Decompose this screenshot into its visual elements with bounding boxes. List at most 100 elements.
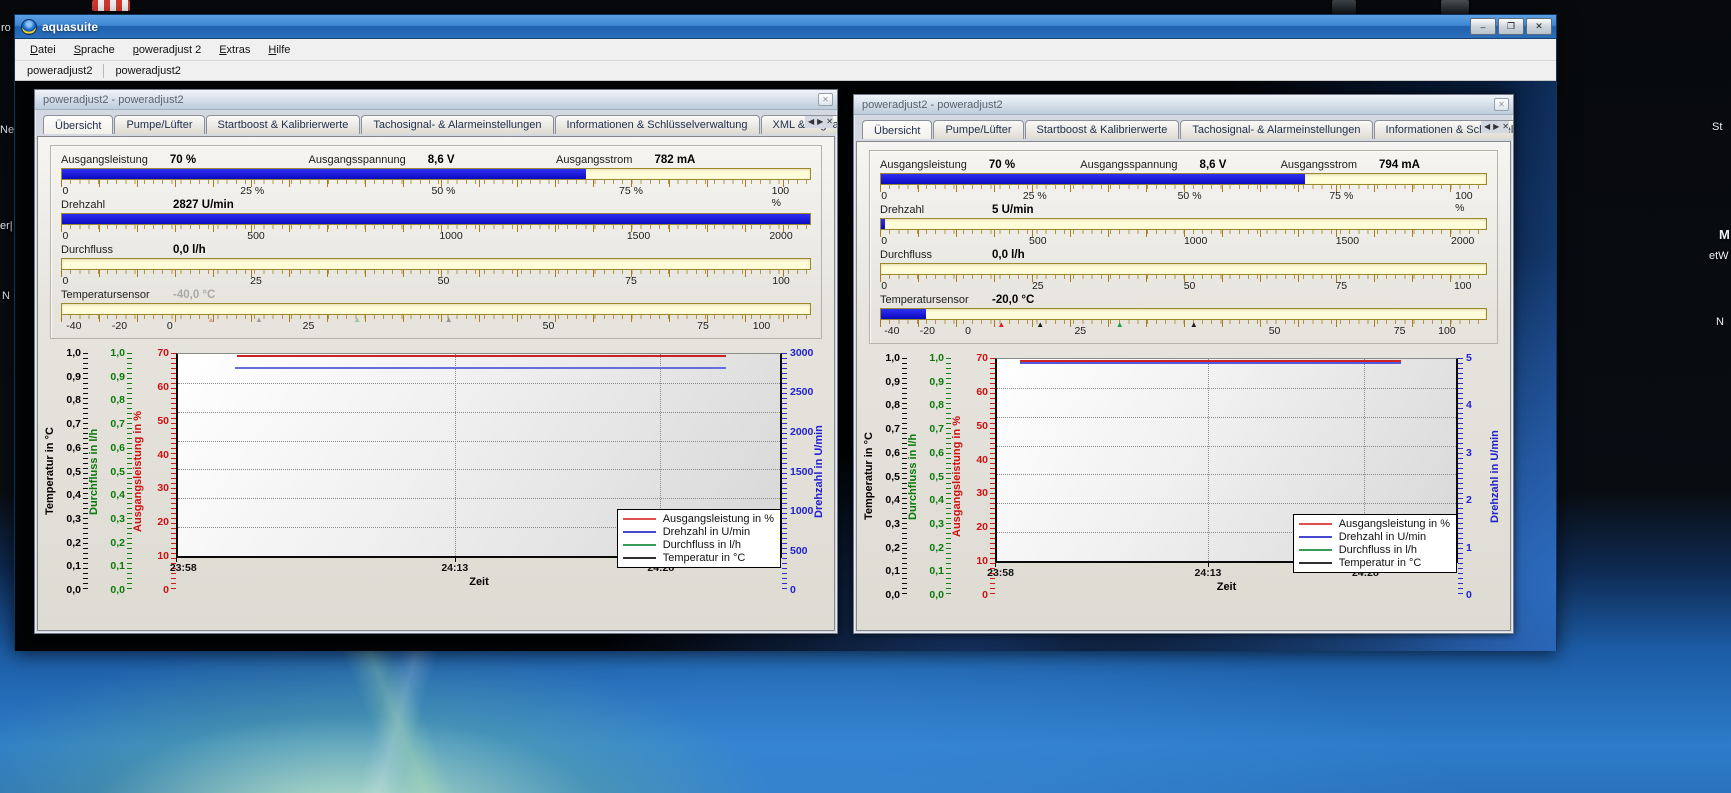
series-line-ausgangsleistung-in	[1019, 360, 1401, 362]
gauge-bar	[880, 218, 1487, 230]
tab-pumpe-lüfter[interactable]: Pumpe/Lüfter	[933, 120, 1024, 139]
child-close-button[interactable]: ✕	[1494, 98, 1509, 111]
gridline-horizontal	[178, 440, 780, 442]
desktop-icon[interactable]	[1441, 0, 1469, 14]
gauge-value: 0,0 l/h	[992, 248, 1025, 261]
gridline-horizontal	[997, 503, 1456, 505]
child-window-poweradjust2-0: poweradjust2 - poweradjust2 ✕ Übersicht Pum…	[34, 89, 838, 634]
gauge-scale: 0 500 1000 1500 2000	[61, 225, 811, 242]
gauge-scale-label: 0	[881, 280, 888, 292]
tab-tachosignal-alarmeinstellungen[interactable]: Tachosignal- & Alarmeinstellungen	[361, 115, 554, 134]
gauge-scale-label: 100 %	[1455, 190, 1473, 214]
gauge-bar	[880, 308, 1487, 320]
chart-axis-drehzahl-in-u-min: 3000 2500 2000 1500 1000 500 0 Drehzahl in U/mi…	[782, 347, 826, 596]
axis-tick-label: 1	[1466, 541, 1472, 554]
gauge-pair-ausgangsspannung: Ausgangsspannung 8,6 V	[309, 154, 557, 166]
gauge-scale-label: 75	[697, 320, 709, 332]
gauge-value: 794 mA	[1379, 158, 1420, 171]
chart-plot-area-wrap: Ausgangsleistung in % Drehzahl in U/min Du…	[987, 358, 1458, 595]
gauge-scale-label: 500	[247, 230, 265, 242]
chart-plot-area: Ausgangsleistung in % Drehzahl in U/min Du…	[995, 358, 1458, 573]
legend-label: Ausgangsleistung in %	[1338, 517, 1450, 530]
menu-item-hilfe[interactable]: Hilfe	[268, 43, 291, 56]
gauge-scale-label: 50	[542, 320, 555, 332]
gauge-label: Ausgangsleistung	[61, 153, 148, 166]
gauge-scale-label: 0	[881, 190, 888, 202]
tab-close-icon[interactable]: ✕	[1502, 122, 1509, 131]
axis-tick-marks	[1458, 358, 1463, 595]
axis-tick-marks	[946, 358, 951, 595]
axis-tick-label: 0,8	[66, 394, 81, 407]
axis-tick-label: 0,6	[885, 446, 900, 459]
minimize-button[interactable]: –	[1470, 18, 1496, 35]
gauge-bar	[61, 168, 811, 180]
axis-tick-label: 0,2	[885, 541, 900, 554]
axis-title: Durchfluss in l/h	[907, 433, 919, 520]
axis-tick-labels: 1,0 0,9 0,8 0,7 0,6 0,5 0,4 0,3 0,2 0,1 0,0	[57, 347, 83, 596]
child-close-button[interactable]: ✕	[818, 93, 833, 106]
gauge-scale-label: 1000	[1183, 235, 1208, 247]
tab-scroll-left-icon[interactable]: ◀	[1483, 122, 1491, 131]
axis-tick-label: 0,7	[110, 418, 125, 431]
menu-item-datei[interactable]: Datei	[30, 43, 56, 56]
gauge-value: 0,0 l/h	[173, 243, 206, 256]
chart-legend: Ausgangsleistung in % Drehzahl in U/min Du…	[1292, 514, 1457, 573]
tab-scroll-right-icon[interactable]: ▶	[1493, 122, 1500, 131]
child-window-title: poweradjust2 - poweradjust2	[862, 98, 1003, 111]
axis-tick-marks	[902, 358, 907, 595]
child-titlebar[interactable]: poweradjust2 - poweradjust2 ✕	[35, 90, 837, 110]
menu-item-sprache[interactable]: Sprache	[73, 43, 115, 56]
gauge-value: 8,6 V	[1199, 158, 1227, 171]
axis-tick-label: 30	[976, 487, 988, 500]
gauge-value: 70 %	[169, 153, 197, 166]
child-titlebar[interactable]: poweradjust2 - poweradjust2 ✕	[854, 95, 1513, 115]
axis-tick-label: 0,9	[66, 370, 81, 383]
gauge-scale-label: 25	[1074, 325, 1087, 337]
toolbar-item-poweradjust2-0[interactable]: poweradjust2	[27, 64, 93, 77]
tab-übersicht[interactable]: Übersicht	[862, 120, 933, 139]
tab-scroll-left-icon[interactable]: ◀	[807, 117, 815, 126]
axis-tick-label: 0,3	[885, 517, 900, 530]
axis-tick-label: 1,0	[110, 347, 125, 359]
tab-pumpe-lüfter[interactable]: Pumpe/Lüfter	[114, 115, 205, 134]
gauge-value: 2827 U/min	[173, 198, 234, 211]
axis-tick-label: 70	[157, 347, 169, 359]
tab-scroll-right-icon[interactable]: ▶	[817, 117, 824, 126]
toolbar-item-poweradjust2-1[interactable]: poweradjust2	[115, 64, 181, 77]
axis-tick-label: 0,2	[110, 536, 125, 549]
tab-page-uebersicht: Ausgangsleistung 70 % Ausgangsspannung 8,6 …	[37, 136, 835, 631]
tab-close-icon[interactable]: ✕	[826, 117, 833, 126]
tab-informationen-schlüsselverwaltung[interactable]: Informationen & Schlüsselverwaltung	[1373, 120, 1513, 139]
tab-tachosignal-alarmeinstellungen[interactable]: Tachosignal- & Alarmeinstellungen	[1180, 120, 1373, 139]
x-axis-tick-label: 23:58	[987, 567, 1014, 579]
menu-item-extras[interactable]: Extras	[219, 43, 251, 56]
axis-title: Temperatur in °C	[44, 427, 56, 516]
tab-informationen-schlüsselverwaltung[interactable]: Informationen & Schlüsselverwaltung	[554, 115, 760, 134]
legend-label: Drehzahl in U/min	[662, 525, 751, 538]
gridline-vertical	[1208, 359, 1210, 561]
chart-legend: Ausgangsleistung in % Drehzahl in U/min Du…	[616, 509, 781, 568]
axis-tick-label: 2	[1466, 494, 1472, 507]
chart-axis-drehzahl-in-u-min: 5 4 3 2 1 0 Drehzahl in U/min	[1458, 352, 1502, 601]
desktop-icon[interactable]	[1332, 0, 1356, 14]
axis-tick-marks	[990, 358, 995, 595]
gauge-pair-ausgangsstrom: Ausgangsstrom 782 mA	[556, 154, 804, 166]
axis-tick-marks	[782, 353, 787, 590]
tab-startboost-kalibrierwerte[interactable]: Startboost & Kalibrierwerte	[205, 115, 361, 134]
axis-tick-label: 0,9	[110, 370, 125, 383]
app-titlebar[interactable]: aquasuite – ❐ ✕	[15, 15, 1556, 39]
maximize-button[interactable]: ❐	[1498, 18, 1524, 35]
chart-axis-temperatur-in-c: Temperatur in °C 1,0 0,9 0,8 0,7 0,6 0,5 0,4 0,3…	[44, 347, 88, 596]
gauge-scale: 0 25 50 75 100	[880, 275, 1487, 292]
tab-startboost-kalibrierwerte[interactable]: Startboost & Kalibrierwerte	[1024, 120, 1180, 139]
close-button[interactable]: ✕	[1526, 18, 1552, 35]
gauge-scale-label: -40	[884, 325, 900, 337]
gridline-horizontal	[997, 387, 1456, 389]
legend-line-swatch	[1298, 561, 1332, 564]
x-axis-tick-mark	[995, 563, 996, 567]
legend-line-swatch	[1298, 535, 1332, 538]
desktop-icon[interactable]	[92, 0, 130, 11]
tab-übersicht[interactable]: Übersicht	[43, 115, 114, 134]
gauge-scale: -40 -20 0 25 50 75 100 ▲ ▲ ▲ ▲	[880, 320, 1487, 337]
menu-item-poweradjust-2[interactable]: poweradjust 2	[132, 43, 202, 56]
